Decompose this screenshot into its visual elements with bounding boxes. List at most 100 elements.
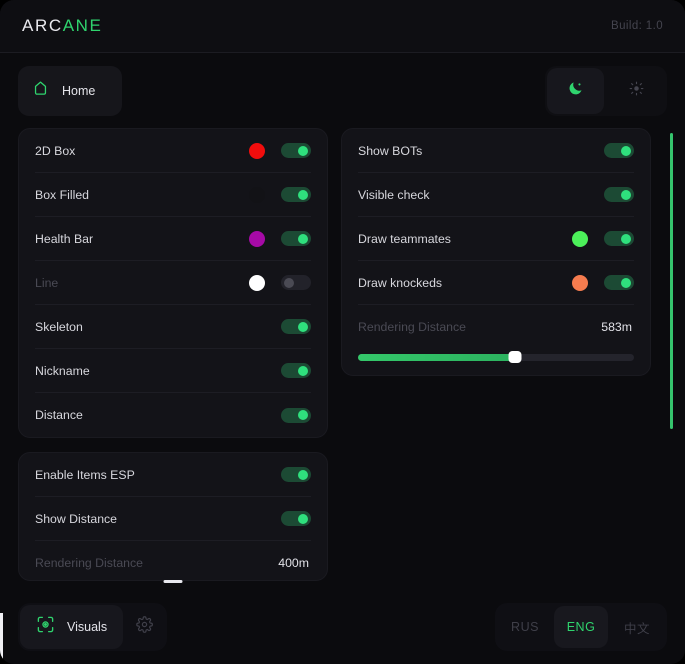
row-nickname[interactable]: Nickname	[35, 349, 311, 393]
toggle-switch[interactable]	[281, 467, 311, 482]
row-controls	[281, 407, 311, 423]
language-switcher: RUS ENG 中文	[495, 603, 667, 651]
tab-home[interactable]: Home	[18, 65, 122, 116]
toggle-knob	[621, 145, 631, 156]
toggle-switch[interactable]	[281, 275, 311, 290]
row-controls	[604, 187, 634, 202]
row-controls	[249, 142, 311, 159]
nav-row: Home	[0, 53, 685, 128]
toggle-knob	[298, 365, 308, 376]
slider-fill	[358, 353, 516, 361]
scan-eye-icon	[36, 615, 55, 639]
row-label: Show BOTs	[358, 143, 423, 158]
row-controls	[604, 143, 634, 158]
sun-icon	[629, 81, 644, 101]
color-swatch[interactable]	[249, 230, 265, 247]
color-swatch[interactable]	[249, 186, 265, 203]
row-label: Draw teammates	[358, 231, 451, 246]
rendering-distance-slider[interactable]	[358, 351, 634, 363]
row-label: 2D Box	[35, 143, 76, 158]
app-header: ARCANE Build: 1.0	[0, 0, 685, 53]
row-label: Rendering Distance	[358, 320, 467, 334]
tab-visuals-label: Visuals	[67, 620, 108, 634]
row-controls	[572, 274, 634, 291]
toggle-switch[interactable]	[604, 187, 634, 202]
row-label: Skeleton	[35, 319, 83, 334]
app-footer: Visuals RUS ENG 中文	[0, 590, 685, 664]
row-draw-teammates[interactable]: Draw teammates	[358, 217, 634, 261]
lang-chinese[interactable]: 中文	[623, 621, 650, 636]
toggle-knob	[298, 321, 308, 332]
toggle-knob	[621, 277, 631, 288]
logo-text-primary: ARC	[22, 16, 63, 35]
row-health-bar[interactable]: Health Bar	[35, 217, 311, 261]
theme-switcher	[545, 65, 667, 116]
toggle-knob	[621, 189, 631, 200]
row-2d-box[interactable]: 2D Box	[35, 129, 311, 173]
content-columns: 2D Box Box Filled Health Bar	[0, 128, 685, 590]
toggle-knob	[298, 189, 308, 200]
color-swatch[interactable]	[572, 274, 588, 291]
toggle-switch[interactable]	[281, 187, 311, 202]
toggle-switch[interactable]	[604, 275, 634, 290]
lang-eng[interactable]: ENG	[554, 606, 608, 648]
row-skeleton[interactable]: Skeleton	[35, 305, 311, 349]
row-box-filled[interactable]: Box Filled	[35, 173, 311, 217]
row-controls	[281, 319, 311, 334]
tab-home-label: Home	[62, 83, 96, 98]
footer-tab-group: Visuals	[18, 603, 168, 651]
row-distance[interactable]: Distance	[35, 393, 311, 437]
toggle-switch[interactable]	[604, 231, 634, 246]
row-controls	[281, 511, 311, 526]
row-controls	[281, 363, 311, 378]
column-left: 2D Box Box Filled Health Bar	[18, 128, 328, 590]
tab-visuals[interactable]: Visuals	[20, 605, 124, 649]
toggle-switch[interactable]	[281, 407, 311, 423]
row-controls	[249, 186, 311, 203]
row-enable-items-esp[interactable]: Enable Items ESP	[35, 453, 311, 497]
lang-rus[interactable]: RUS	[511, 620, 539, 634]
row-controls	[249, 230, 311, 247]
color-swatch[interactable]	[572, 230, 588, 247]
toggle-switch[interactable]	[281, 231, 311, 246]
moon-icon	[567, 80, 584, 102]
build-version-label: Build: 1.0	[611, 20, 663, 32]
card-items-esp: Enable Items ESP Show Distance Rendering…	[18, 452, 328, 581]
row-visible-check[interactable]: Visible check	[358, 173, 634, 217]
row-draw-knockeds[interactable]: Draw knockeds	[358, 261, 634, 305]
row-line[interactable]: Line	[35, 261, 311, 305]
slider-thumb[interactable]	[508, 351, 522, 363]
row-label: Visible check	[358, 187, 430, 202]
color-swatch[interactable]	[249, 274, 265, 291]
rendering-distance-value: 400m	[278, 556, 309, 570]
column-right: Show BOTs Visible check Draw teammates	[341, 128, 651, 590]
row-label: Enable Items ESP	[35, 467, 135, 482]
rendering-distance-slider-row	[358, 349, 634, 375]
row-label: Health Bar	[35, 231, 94, 246]
vertical-scrollbar[interactable]	[670, 133, 673, 429]
row-show-distance[interactable]: Show Distance	[35, 497, 311, 541]
toggle-switch[interactable]	[281, 511, 311, 526]
left-edge-indicator	[0, 613, 3, 660]
theme-dark-button[interactable]	[547, 67, 604, 114]
row-show-bots[interactable]: Show BOTs	[358, 129, 634, 173]
color-swatch[interactable]	[249, 142, 265, 159]
toggle-knob	[621, 233, 631, 244]
toggle-switch[interactable]	[281, 363, 311, 378]
row-rendering-distance-misc: Rendering Distance 583m	[358, 305, 634, 349]
toggle-switch[interactable]	[281, 319, 311, 334]
row-label: Distance	[35, 408, 83, 422]
theme-light-button[interactable]	[608, 68, 665, 114]
toggle-switch[interactable]	[604, 143, 634, 158]
app-logo: ARCANE	[22, 16, 102, 36]
panel-drag-handle[interactable]	[163, 580, 183, 583]
toggle-knob	[298, 410, 308, 420]
row-controls	[249, 274, 311, 291]
toggle-knob	[298, 469, 308, 480]
toggle-switch[interactable]	[281, 143, 311, 158]
row-controls	[572, 230, 634, 247]
tab-settings[interactable]	[123, 605, 165, 649]
row-rendering-distance-items: Rendering Distance 400m	[35, 541, 311, 580]
row-label: Show Distance	[35, 511, 118, 526]
